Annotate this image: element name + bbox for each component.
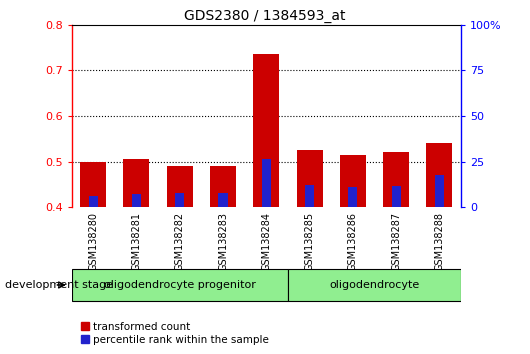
Text: GSM138282: GSM138282 — [175, 212, 185, 271]
Legend: transformed count, percentile rank within the sample: transformed count, percentile rank withi… — [77, 317, 273, 349]
Bar — [89, 196, 98, 207]
Bar — [123, 159, 149, 207]
Text: GSM138286: GSM138286 — [348, 212, 358, 271]
Bar — [132, 194, 141, 207]
Bar — [175, 193, 184, 207]
Text: GSM138280: GSM138280 — [88, 212, 98, 271]
Text: oligodendrocyte: oligodendrocyte — [330, 280, 420, 290]
Bar — [167, 166, 193, 207]
Bar — [218, 193, 227, 207]
Text: development stage: development stage — [5, 280, 113, 290]
Bar — [297, 150, 323, 207]
Bar — [392, 185, 401, 207]
Bar — [305, 185, 314, 207]
Bar — [348, 188, 357, 207]
Text: GSM138284: GSM138284 — [261, 212, 271, 271]
Bar — [383, 152, 409, 207]
Text: GSM138287: GSM138287 — [391, 212, 401, 271]
Bar — [72, 269, 288, 301]
Bar — [253, 55, 279, 207]
Bar — [288, 269, 461, 301]
Text: GSM138288: GSM138288 — [435, 212, 445, 271]
Text: oligodendrocyte progenitor: oligodendrocyte progenitor — [104, 280, 255, 290]
Bar — [210, 166, 236, 207]
Bar — [435, 175, 444, 207]
Bar — [262, 159, 271, 207]
Text: GSM138283: GSM138283 — [218, 212, 228, 271]
Text: GDS2380 / 1384593_at: GDS2380 / 1384593_at — [184, 9, 346, 23]
Text: GSM138281: GSM138281 — [131, 212, 142, 271]
Text: GSM138285: GSM138285 — [305, 212, 315, 271]
Bar — [427, 143, 453, 207]
Bar — [80, 161, 106, 207]
Bar — [340, 155, 366, 207]
